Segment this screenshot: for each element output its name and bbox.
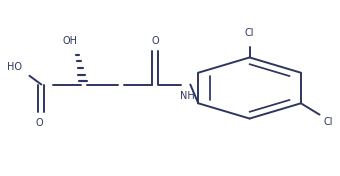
- Text: O: O: [152, 36, 159, 46]
- Text: O: O: [36, 118, 44, 128]
- Text: OH: OH: [63, 36, 78, 46]
- Text: Cl: Cl: [245, 28, 254, 38]
- Text: Cl: Cl: [323, 118, 333, 127]
- Text: HO: HO: [7, 62, 22, 72]
- Text: NH: NH: [180, 91, 194, 101]
